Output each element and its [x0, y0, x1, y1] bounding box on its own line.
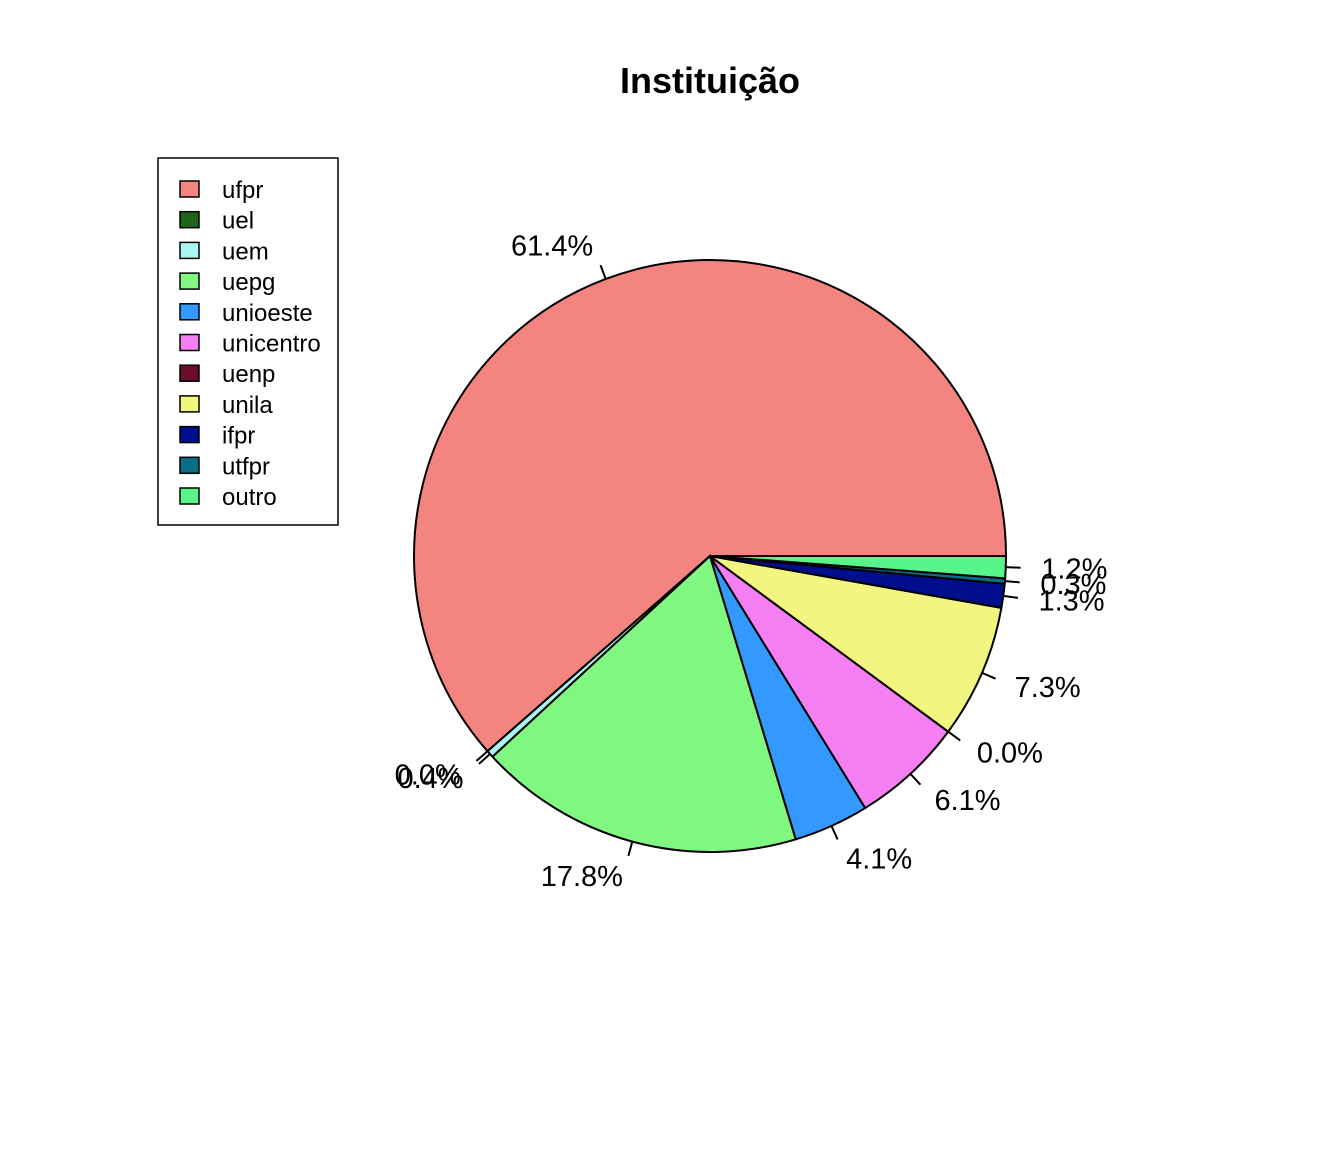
legend-swatch-uel — [179, 210, 200, 229]
pie-label-unicentro: 6.1% — [934, 785, 1000, 817]
pie-tick-uel — [475, 750, 489, 762]
legend-label-uenp: uenp — [222, 361, 275, 388]
pie-tick-ifpr — [1003, 594, 1019, 599]
legend-label-ifpr: ifpr — [222, 423, 255, 450]
legend-label-unila: unila — [222, 392, 273, 419]
legend-swatch-ifpr — [179, 425, 200, 444]
legend-label-utfpr: utfpr — [222, 453, 270, 480]
pie-label-unila: 7.3% — [1015, 672, 1081, 704]
legend-swatch-utfpr — [179, 456, 200, 475]
legend-swatch-outro — [179, 487, 200, 505]
pie-tick-outro — [1005, 566, 1021, 569]
pie-label-outro: 1.2% — [1041, 554, 1107, 586]
pie-tick-uem — [478, 753, 491, 765]
legend-swatch-ufpr — [179, 180, 200, 198]
legend-label-uepg: uepg — [222, 269, 275, 296]
chart-title: Instituição — [620, 60, 800, 101]
pie-tick-uenp — [947, 730, 961, 742]
pie-label-ufpr: 61.4% — [511, 231, 593, 263]
pie-tick-utfpr — [1004, 580, 1020, 584]
pie-tick-uepg — [627, 841, 634, 857]
pie-label-uem: 0.4% — [397, 763, 463, 795]
pie-label-uenp: 0.0% — [977, 738, 1043, 770]
pie-label-unioeste: 4.1% — [846, 843, 912, 875]
legend-swatch-uepg — [179, 272, 200, 290]
legend-label-uem: uem — [222, 238, 269, 265]
pie-tick-unioeste — [830, 825, 839, 840]
legend-swatch-unioeste — [179, 303, 200, 321]
legend-label-uel: uel — [222, 208, 254, 235]
pie-label-ifpr: 1.3% — [1038, 586, 1104, 618]
pie-slices — [413, 259, 1008, 853]
pie-label-uel: 0.0% — [395, 760, 461, 792]
legend-label-unioeste: unioeste — [222, 300, 313, 327]
pie-label-ticks — [475, 264, 1021, 857]
pie-tick-unicentro — [909, 773, 922, 786]
pie-label-utfpr: 0.3% — [1040, 569, 1106, 601]
pie-label-uepg: 17.8% — [541, 861, 623, 893]
legend-swatch-uem — [179, 241, 200, 260]
legend-swatch-unila — [179, 395, 200, 413]
legend-swatch-uenp — [179, 364, 200, 382]
legend-swatch-unicentro — [179, 333, 200, 352]
legend-label-unicentro: unicentro — [222, 331, 321, 358]
pie-slice-unila — [709, 555, 1003, 734]
pie-labels: 61.4%0.0%0.4%17.8%4.1%6.1%0.0%7.3%1.3%0.… — [395, 231, 1108, 893]
legend-label-ufpr: ufpr — [222, 177, 263, 204]
pie-tick-ufpr — [599, 264, 607, 280]
legend: ufpr uel uem uepg unioeste unicentro uenp unila… — [157, 157, 339, 526]
pie-tick-unila — [981, 671, 996, 680]
legend-label-outro: outro — [222, 484, 277, 511]
